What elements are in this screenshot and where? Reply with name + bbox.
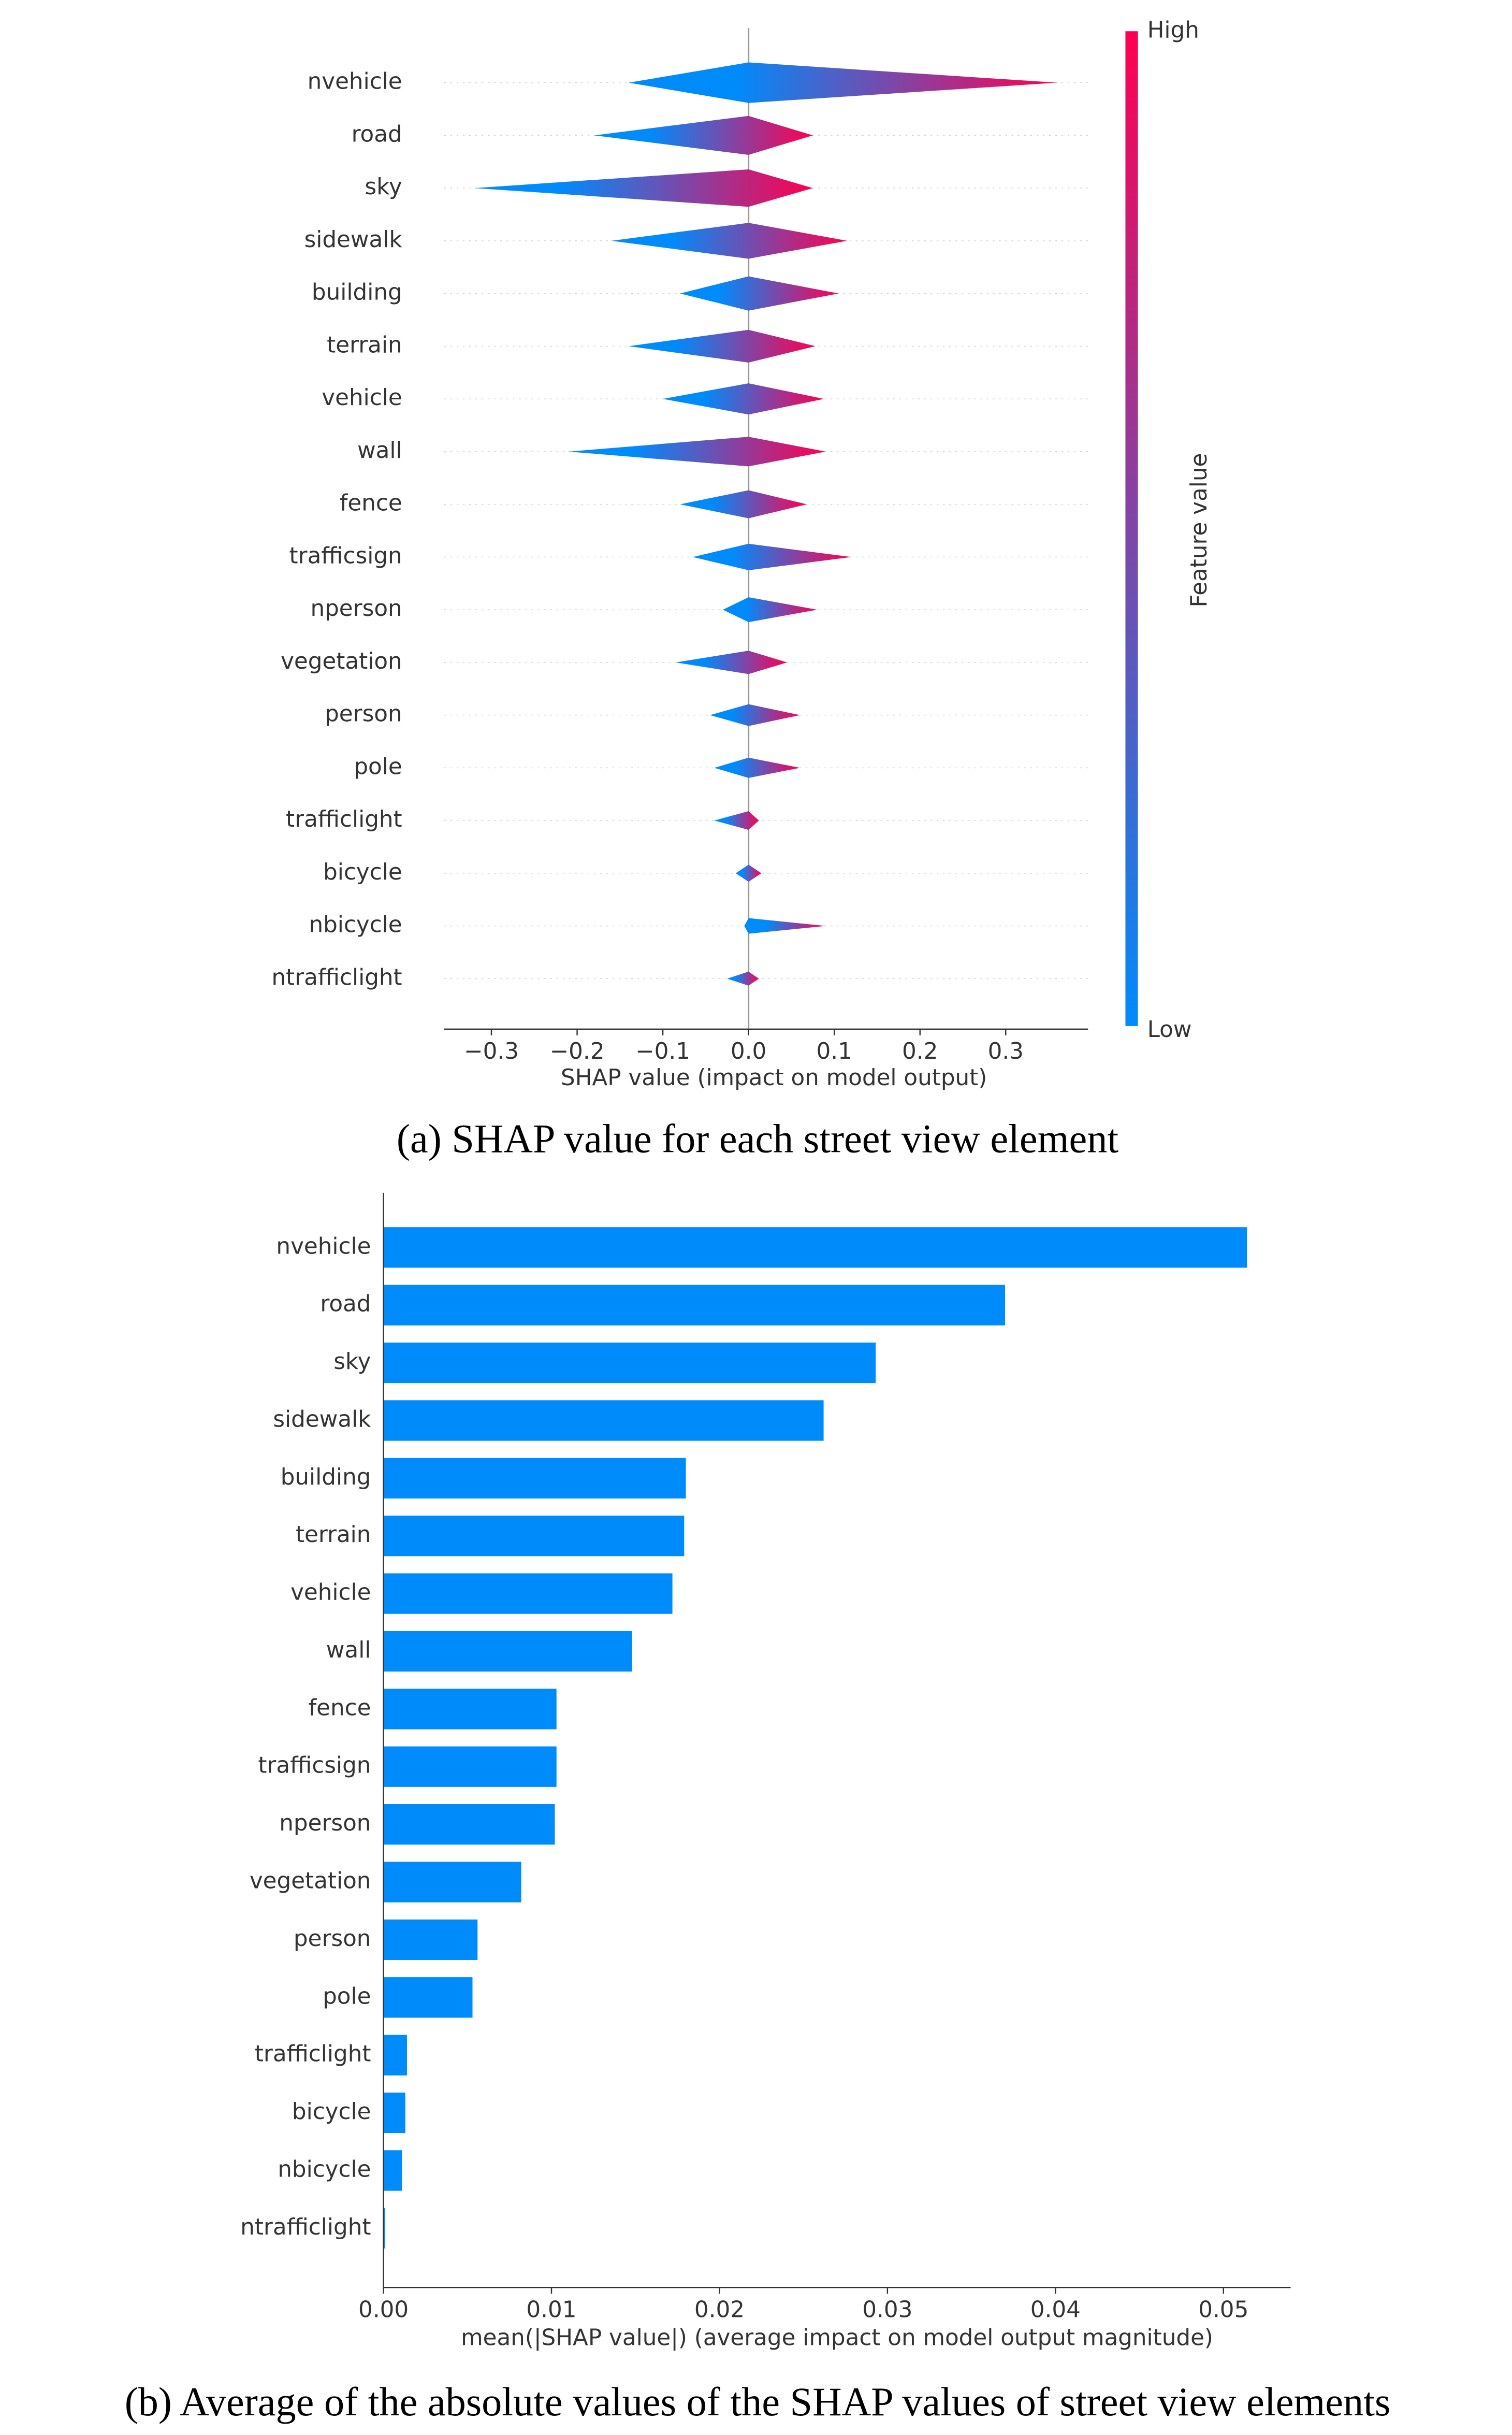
y-tick-label: wall — [357, 437, 402, 464]
x-tick-label: 0.1 — [816, 1038, 852, 1064]
swarm — [680, 276, 839, 311]
bar — [383, 2035, 407, 2076]
y-tick-label: vehicle — [322, 384, 402, 411]
y-tick-label: building — [312, 279, 402, 306]
colorbar-label: Feature value — [1186, 453, 1212, 608]
bar — [383, 1804, 555, 1845]
y-tick-label: pole — [354, 753, 402, 780]
bar — [383, 1862, 521, 1903]
bar — [383, 1573, 673, 1614]
swarm — [727, 971, 759, 986]
y-tick-label: nbicycle — [309, 912, 402, 938]
bar — [383, 1458, 686, 1499]
y-tick-label: road — [320, 1291, 371, 1317]
swarm — [710, 704, 800, 726]
y-tick-label: trafficlight — [286, 806, 402, 832]
y-tick-label: road — [352, 121, 402, 147]
y-tick-label: nbicycle — [278, 2156, 371, 2182]
caption: (b) Average of the absolute values of th… — [125, 2379, 1391, 2424]
colorbar-high: High — [1147, 17, 1199, 43]
x-tick-label: 0.0 — [731, 1038, 766, 1064]
x-tick-label: −0.3 — [464, 1038, 519, 1064]
x-axis-label: SHAP value (impact on model output) — [561, 1064, 987, 1091]
x-tick-label: −0.2 — [550, 1038, 605, 1064]
y-tick-label: vehicle — [290, 1579, 371, 1606]
y-tick-label: sky — [333, 1348, 371, 1375]
swarm — [744, 918, 826, 934]
y-tick-label: fence — [309, 1694, 371, 1721]
swarm — [722, 597, 818, 623]
y-tick-label: sidewalk — [304, 226, 402, 253]
bar — [383, 1746, 557, 1787]
y-tick-label: bicycle — [292, 2098, 371, 2125]
swarm — [675, 651, 788, 674]
x-tick-label: 0.3 — [988, 1038, 1024, 1064]
swarm — [474, 169, 813, 207]
x-tick-label: 0.02 — [694, 2296, 745, 2323]
y-tick-label: sky — [365, 174, 402, 200]
x-axis-label: mean(|SHAP value|) (average impact on mo… — [461, 2325, 1213, 2351]
swarm — [693, 543, 852, 570]
y-tick-label: ntrafficlight — [240, 2214, 371, 2240]
y-tick-label: trafficsign — [258, 1752, 371, 1779]
y-tick-label: person — [294, 1925, 371, 1952]
bar — [383, 1285, 1005, 1325]
swarm — [611, 223, 848, 259]
x-tick-label: −0.1 — [635, 1038, 690, 1064]
swarm — [628, 62, 1057, 103]
colorbar — [1125, 31, 1138, 1026]
x-tick-label: 0.03 — [862, 2296, 912, 2323]
bar — [383, 1342, 876, 1384]
y-tick-label: nvehicle — [308, 68, 402, 95]
swarm — [594, 116, 813, 155]
y-tick-label: fence — [340, 490, 402, 516]
y-tick-label: terrain — [327, 332, 402, 358]
y-tick-label: wall — [326, 1637, 371, 1663]
bar — [383, 2150, 402, 2191]
y-tick-label: nperson — [279, 1810, 371, 1836]
swarm — [680, 490, 807, 518]
swarm — [568, 437, 826, 467]
y-tick-label: nvehicle — [276, 1233, 371, 1259]
swarm — [628, 329, 816, 363]
swarm — [735, 865, 762, 882]
y-tick-label: ntrafficlight — [271, 964, 402, 990]
swarm — [714, 811, 759, 830]
y-tick-label: bicycle — [323, 859, 402, 885]
y-tick-label: person — [325, 701, 402, 727]
y-tick-label: building — [281, 1464, 371, 1490]
y-tick-label: trafficlight — [255, 2041, 371, 2067]
y-tick-label: terrain — [296, 1521, 371, 1548]
bar — [383, 1400, 824, 1441]
colorbar-low: Low — [1147, 1016, 1192, 1043]
y-tick-label: nperson — [310, 595, 402, 622]
swarm — [714, 757, 800, 778]
y-tick-label: trafficsign — [289, 542, 402, 569]
x-tick-label: 0.00 — [358, 2296, 409, 2323]
x-tick-label: 0.04 — [1030, 2296, 1081, 2323]
bar — [383, 1919, 478, 1961]
bar — [383, 2092, 405, 2134]
y-tick-label: sidewalk — [273, 1406, 371, 1432]
y-tick-label: pole — [323, 1983, 371, 2009]
x-tick-label: 0.2 — [902, 1038, 938, 1064]
bar — [383, 1977, 473, 2018]
bar — [383, 2208, 385, 2249]
y-tick-label: vegetation — [250, 1867, 371, 1894]
bar — [383, 1227, 1247, 1268]
x-tick-label: 0.05 — [1198, 2296, 1248, 2323]
swarm — [663, 383, 824, 415]
x-tick-label: 0.01 — [526, 2296, 576, 2323]
caption: (a) SHAP value for each street view elem… — [397, 1116, 1118, 1161]
bar — [383, 1631, 632, 1672]
y-tick-label: vegetation — [281, 648, 402, 674]
bar — [383, 1689, 557, 1730]
bar — [383, 1516, 685, 1557]
